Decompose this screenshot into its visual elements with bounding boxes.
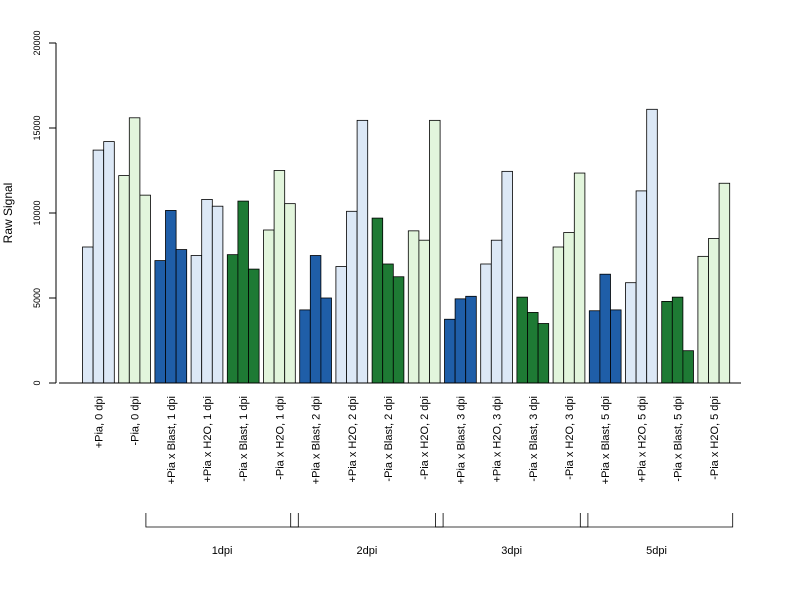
bar bbox=[454, 298, 467, 384]
y-tick-label: 5000 bbox=[32, 288, 42, 308]
bar bbox=[382, 263, 394, 384]
x-tick-label: +Pia x Blast, 2 dpi bbox=[311, 396, 323, 484]
bar bbox=[211, 205, 224, 384]
bar bbox=[118, 175, 130, 384]
bar bbox=[154, 260, 166, 384]
y-tick-label: 15000 bbox=[32, 115, 42, 140]
x-tick-label: -Pia x Blast, 1 dpi bbox=[238, 396, 250, 482]
group-label: 3dpi bbox=[501, 545, 522, 557]
x-tick-label: +Pia x Blast, 1 dpi bbox=[166, 396, 178, 484]
bar bbox=[237, 200, 249, 384]
bar bbox=[718, 182, 731, 384]
bar bbox=[661, 300, 673, 384]
bar bbox=[165, 210, 177, 384]
bar bbox=[371, 217, 384, 384]
bar bbox=[429, 119, 441, 384]
bar bbox=[552, 246, 565, 384]
x-tick-label: -Pia x H2O, 3 dpi bbox=[564, 396, 576, 480]
x-tick-label: +Pia, 0 dpi bbox=[93, 396, 105, 448]
bar bbox=[309, 255, 322, 384]
x-tick-label: -Pia x H2O, 2 dpi bbox=[419, 396, 431, 480]
bar bbox=[356, 119, 369, 384]
x-tick-label: -Pia, 0 dpi bbox=[130, 396, 142, 446]
bar bbox=[418, 239, 430, 384]
bar bbox=[708, 238, 720, 384]
group-label: 2dpi bbox=[357, 545, 378, 557]
bar bbox=[588, 310, 601, 384]
bar bbox=[407, 230, 420, 384]
bar bbox=[128, 117, 141, 384]
x-tick-label: +Pia x H2O, 1 dpi bbox=[202, 396, 214, 483]
bar bbox=[284, 203, 296, 384]
x-tick-label: +Pia x H2O, 3 dpi bbox=[492, 396, 504, 483]
bar bbox=[527, 312, 539, 384]
bar bbox=[103, 141, 115, 384]
x-tick-label: -Pia x H2O, 5 dpi bbox=[709, 396, 721, 480]
bar bbox=[610, 309, 622, 384]
y-tick-label: 10000 bbox=[32, 200, 42, 225]
bar bbox=[444, 318, 456, 384]
bar bbox=[139, 194, 151, 384]
y-tick-label: 20000 bbox=[32, 30, 42, 55]
bar bbox=[573, 172, 586, 384]
bar bbox=[299, 309, 311, 384]
x-tick-label: -Pia x Blast, 5 dpi bbox=[673, 396, 685, 482]
bar bbox=[537, 323, 550, 384]
y-tick-label: 0 bbox=[32, 380, 42, 385]
bar bbox=[501, 170, 513, 384]
group-bracket bbox=[435, 513, 589, 528]
bar bbox=[263, 229, 275, 384]
bar bbox=[226, 254, 239, 384]
bar bbox=[346, 210, 358, 384]
bar bbox=[697, 255, 709, 384]
bar bbox=[465, 295, 477, 384]
group-brackets: 1dpi 2dpi 3dpi 5dpi bbox=[145, 513, 734, 557]
bar bbox=[82, 246, 94, 384]
bars bbox=[82, 108, 731, 384]
bar bbox=[392, 276, 405, 384]
x-tick-label: +Pia x H2O, 5 dpi bbox=[636, 396, 648, 483]
bar bbox=[273, 170, 286, 384]
group-bracket bbox=[145, 513, 299, 528]
group-label: 5dpi bbox=[646, 545, 667, 557]
bar bbox=[671, 296, 684, 384]
bar bbox=[190, 255, 203, 384]
group-bracket bbox=[579, 513, 734, 528]
x-tick-labels: +Pia, 0 dpi -Pia, 0 dpi +Pia x Blast, 1 dp… bbox=[93, 396, 720, 484]
bar bbox=[201, 198, 213, 384]
bar bbox=[646, 108, 658, 384]
bar bbox=[480, 263, 492, 384]
bar bbox=[320, 297, 332, 384]
x-tick-label: -Pia x Blast, 2 dpi bbox=[383, 396, 395, 482]
bar bbox=[92, 149, 105, 384]
bar bbox=[635, 190, 648, 384]
bar bbox=[625, 282, 637, 384]
bar bbox=[682, 350, 694, 384]
bar bbox=[175, 249, 188, 384]
group-label: 1dpi bbox=[212, 545, 233, 557]
y-axis-label: Raw Signal bbox=[1, 183, 15, 244]
x-tick-label: +Pia x Blast, 5 dpi bbox=[600, 396, 612, 484]
group-bracket bbox=[290, 513, 444, 528]
y-axis: 0 5000 10000 15000 20000 bbox=[32, 30, 57, 386]
x-tick-label: -Pia x Blast, 3 dpi bbox=[528, 396, 540, 482]
x-tick-label: -Pia x H2O, 1 dpi bbox=[274, 396, 286, 480]
x-tick-label: +Pia x H2O, 2 dpi bbox=[347, 396, 359, 483]
bar bbox=[599, 273, 611, 384]
x-tick-label: +Pia x Blast, 3 dpi bbox=[455, 396, 467, 484]
bar bbox=[335, 266, 347, 384]
bar bbox=[248, 268, 260, 384]
bar bbox=[490, 239, 503, 384]
bar bbox=[563, 232, 575, 384]
bar bbox=[516, 296, 528, 384]
